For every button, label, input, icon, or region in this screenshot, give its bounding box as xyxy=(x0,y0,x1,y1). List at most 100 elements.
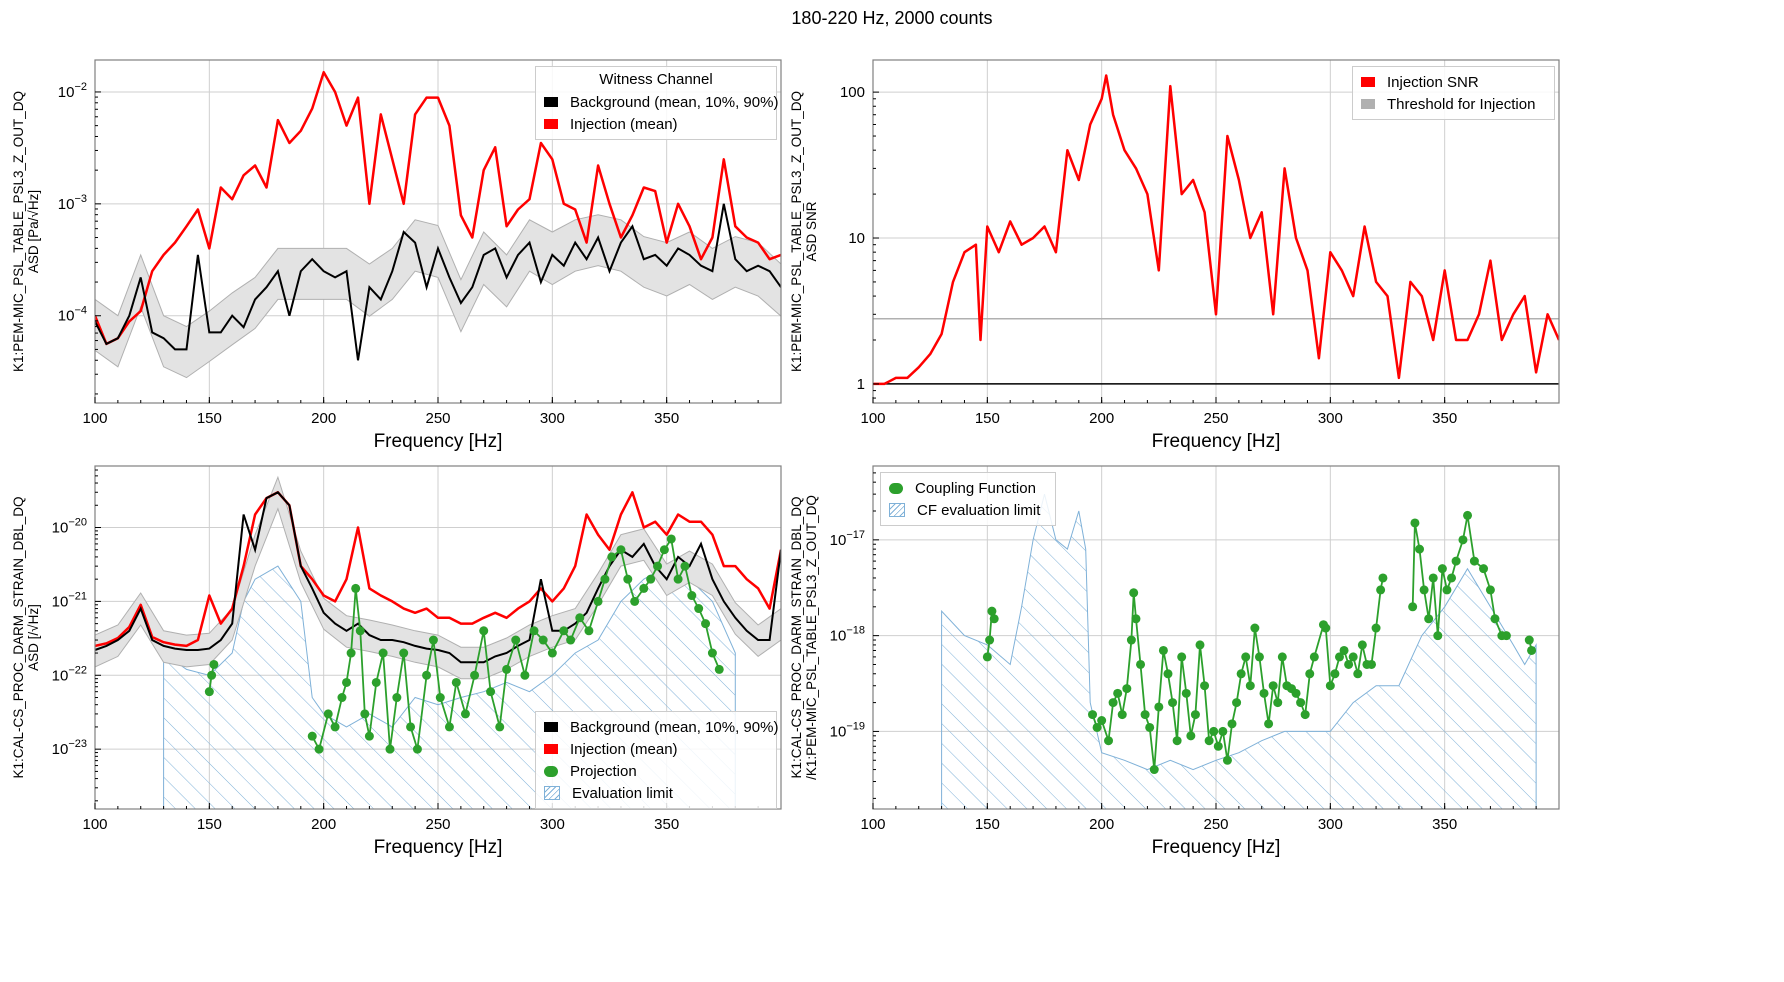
x-axis-label: Frequency [Hz] xyxy=(374,837,503,858)
plot-area xyxy=(873,74,1559,386)
coupling-point xyxy=(1424,614,1434,624)
coupling-point xyxy=(1527,645,1537,655)
projection-point xyxy=(435,693,445,703)
swatch-coupling xyxy=(889,482,903,494)
projection-point xyxy=(666,534,676,544)
coupling-point xyxy=(1309,652,1319,662)
projection-point xyxy=(575,613,585,623)
coupling-point xyxy=(1181,688,1191,698)
coupling-point xyxy=(1415,544,1425,554)
projection-point xyxy=(428,635,438,645)
x-tick-label: 300 xyxy=(540,816,565,833)
background-percentile-band xyxy=(95,214,781,379)
x-tick-label: 100 xyxy=(82,816,107,833)
y-axis-label: K1:CAL-CS_PROC_DARM_STRAIN_DBL_DQ xyxy=(789,496,804,778)
projection-point xyxy=(593,596,603,606)
y-axis-label: /K1:PEM-MIC_PSL_TABLE_PSL3_Z_OUT_DQ xyxy=(804,495,819,780)
projection-point xyxy=(616,545,626,555)
projection-point xyxy=(399,648,409,658)
x-tick-label: 250 xyxy=(1203,410,1228,427)
y-axis-label: ASD SNR xyxy=(804,201,819,261)
coupling-point xyxy=(1291,688,1301,698)
legend-label: Projection xyxy=(570,762,637,780)
coupling-point xyxy=(982,652,992,662)
coupling-point xyxy=(1344,659,1354,669)
projection-point xyxy=(511,635,521,645)
projection-point xyxy=(406,722,416,732)
coupling-point xyxy=(1245,681,1255,691)
coupling-point xyxy=(1353,669,1363,679)
coupling-point xyxy=(1433,631,1443,641)
projection-point xyxy=(623,574,633,584)
coupling-point xyxy=(1158,645,1168,655)
coupling-point xyxy=(1195,640,1205,650)
coupling-point xyxy=(1104,736,1114,746)
projection-point xyxy=(385,744,395,754)
coupling-point xyxy=(1172,736,1182,746)
projection-point xyxy=(607,552,617,562)
projection-point xyxy=(687,591,697,601)
coupling-point xyxy=(1131,614,1141,624)
projection-point xyxy=(364,731,374,741)
coupling-point xyxy=(1232,698,1242,708)
x-tick-label: 250 xyxy=(425,410,450,427)
projection-point xyxy=(502,664,512,674)
coupling-point xyxy=(1371,623,1381,633)
projection-point xyxy=(392,693,402,703)
coupling-point xyxy=(1437,564,1447,574)
coupling-point xyxy=(1339,645,1349,655)
projection-point xyxy=(209,659,219,669)
y-tick-label: 10−17 xyxy=(830,529,865,549)
projection-point xyxy=(559,626,569,636)
projection-point xyxy=(351,583,361,593)
coupling-point xyxy=(1296,698,1306,708)
projection-point xyxy=(330,722,340,732)
coupling-point xyxy=(1501,631,1511,641)
projection-point xyxy=(701,619,711,629)
legend-label: Injection (mean) xyxy=(570,740,678,758)
projection-point xyxy=(378,648,388,658)
coupling-point xyxy=(1321,623,1331,633)
injection-line xyxy=(95,70,781,346)
swatch-injection xyxy=(544,744,558,754)
coupling-point xyxy=(1254,652,1264,662)
legend-bl: Background (mean, 10%, 90%) Injection (m… xyxy=(535,711,779,809)
coupling-point xyxy=(1273,698,1283,708)
x-tick-label: 250 xyxy=(1203,816,1228,833)
swatch-background xyxy=(544,722,558,732)
y-tick-label: 10−22 xyxy=(52,664,87,684)
coupling-point xyxy=(1442,585,1452,595)
coupling-point xyxy=(1463,510,1473,520)
projection-point xyxy=(639,583,649,593)
y-tick-label: 10−2 xyxy=(58,81,87,101)
projection-point xyxy=(566,635,576,645)
coupling-point xyxy=(1177,652,1187,662)
legend-label: Background (mean, 10%, 90%) xyxy=(570,718,779,736)
x-tick-label: 200 xyxy=(311,410,336,427)
x-axis-label: Frequency [Hz] xyxy=(1152,837,1281,858)
swatch-threshold xyxy=(1361,99,1375,109)
snr-line xyxy=(873,74,1559,386)
y-tick-label: 10−4 xyxy=(58,305,87,325)
coupling-point xyxy=(1408,602,1418,612)
coupling-point xyxy=(1126,635,1136,645)
panel-tl: 100 150 200 250 300 350 10−4 10−3 10−2 Frequency … xyxy=(11,59,782,452)
background-mean-line xyxy=(95,491,781,664)
projection-point xyxy=(371,677,381,687)
y-axis-label: K1:PEM-MIC_PSL_TABLE_PSL3_Z_OUT_DQ xyxy=(789,91,804,372)
projection-point xyxy=(412,744,422,754)
coupling-point xyxy=(1140,710,1150,720)
projection-point xyxy=(584,626,594,636)
x-tick-label: 150 xyxy=(975,816,1000,833)
plot-area xyxy=(941,493,1537,809)
coupling-point xyxy=(1145,722,1155,732)
x-tick-label: 350 xyxy=(1432,816,1457,833)
legend-br: Coupling Function CF evaluation limit xyxy=(880,472,1056,526)
projection-point xyxy=(479,626,489,636)
background-percentile-band xyxy=(95,475,781,680)
coupling-point xyxy=(1300,710,1310,720)
swatch-background xyxy=(544,97,558,107)
coupling-point xyxy=(1186,731,1196,741)
coupling-point xyxy=(1097,716,1107,726)
legend-label: Injection SNR xyxy=(1387,73,1479,91)
